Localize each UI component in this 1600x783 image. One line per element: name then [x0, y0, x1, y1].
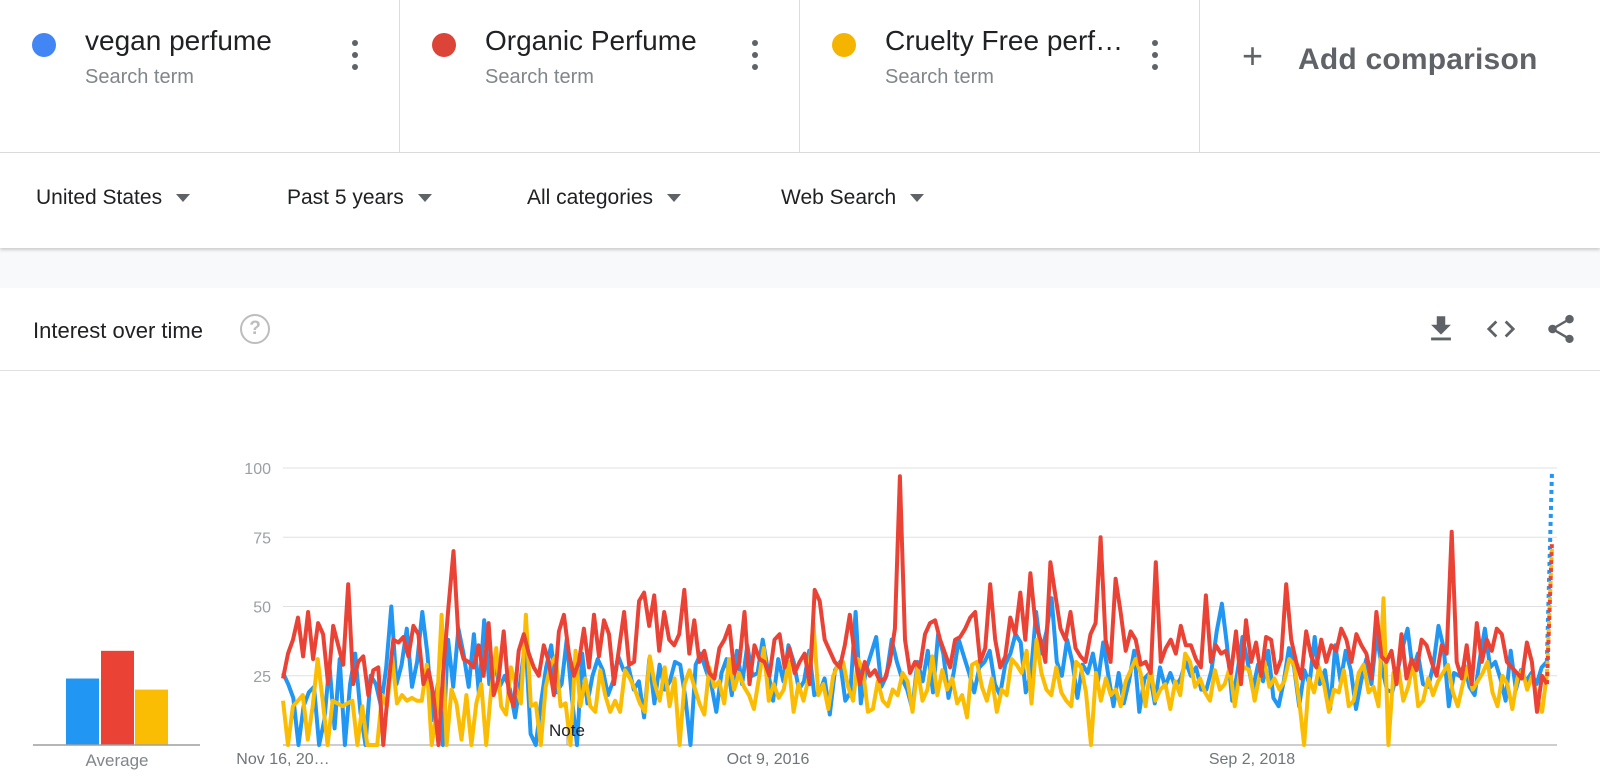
- term-name[interactable]: Organic Perfume: [485, 25, 697, 56]
- term-card-organic-perfume[interactable]: Organic Perfume Search term: [400, 0, 800, 153]
- filter-bar: United States Past 5 years All categorie…: [0, 153, 1600, 248]
- term-name[interactable]: vegan perfume: [85, 25, 272, 56]
- term-type: Search term: [485, 66, 594, 88]
- code-icon[interactable]: [1484, 312, 1518, 346]
- card-title: Interest over time: [33, 318, 203, 343]
- series-color-dot: [832, 33, 856, 57]
- more-vert-icon[interactable]: [1145, 40, 1165, 70]
- average-bar-vegan-perfume: [66, 678, 99, 745]
- region-dropdown[interactable]: United States: [36, 186, 191, 210]
- average-bars: Average: [33, 650, 200, 770]
- more-vert-icon[interactable]: [745, 40, 765, 70]
- y-tick-label: 25: [253, 669, 271, 686]
- more-vert-icon[interactable]: [345, 40, 365, 70]
- x-tick-label: Nov 16, 20…: [236, 751, 329, 768]
- series-color-dot: [32, 33, 56, 57]
- region-label: United States: [36, 186, 163, 209]
- term-type: Search term: [85, 66, 194, 88]
- x-tick-label: Sep 2, 2018: [1209, 751, 1295, 768]
- average-label: Average: [85, 751, 148, 770]
- time-range-dropdown[interactable]: Past 5 years: [287, 186, 432, 210]
- term-card-cruelty-free-perfume[interactable]: Cruelty Free perf… Search term: [800, 0, 1200, 153]
- caret-down-icon: [417, 194, 432, 202]
- section-gap: [0, 248, 1600, 288]
- term-name[interactable]: Cruelty Free perf…: [885, 25, 1124, 56]
- search-type-label: Web Search: [781, 186, 897, 209]
- term-type: Search term: [885, 66, 994, 88]
- chart-grid: [283, 467, 1557, 746]
- share-icon[interactable]: [1544, 312, 1578, 346]
- average-bar-organic-perfume: [101, 650, 134, 745]
- category-dropdown[interactable]: All categories: [527, 186, 682, 210]
- caret-down-icon: [176, 194, 191, 202]
- chart-labels: 25 50 75 100 Nov 16, 20… Oct 9, 2016 Sep 2, 20…: [236, 461, 1295, 768]
- chart-series: [281, 470, 1554, 747]
- interest-chart: Average 25 50 75 100 Nov 16, 20… Oct 9, 2016 S…: [33, 461, 1557, 770]
- caret-down-icon: [910, 194, 925, 202]
- partial-data-segment: [1544, 539, 1554, 685]
- interest-over-time-header: Interest over time ?: [0, 288, 1600, 371]
- comparison-bar: vegan perfume Search term Organic Perfum…: [0, 0, 1600, 153]
- help-circle-icon[interactable]: ?: [240, 314, 270, 344]
- time-range-label: Past 5 years: [287, 186, 404, 209]
- series-line-organic-perfume: [281, 474, 1549, 747]
- y-tick-label: 50: [253, 600, 271, 617]
- note-label: Note: [549, 721, 585, 740]
- y-tick-label: 75: [253, 530, 271, 547]
- add-comparison-label: Add comparison: [1298, 43, 1538, 76]
- caret-down-icon: [667, 194, 682, 202]
- search-type-dropdown[interactable]: Web Search: [781, 186, 925, 210]
- term-card-vegan-perfume[interactable]: vegan perfume Search term: [0, 0, 400, 153]
- y-tick-label: 100: [244, 461, 271, 478]
- download-icon[interactable]: [1424, 312, 1458, 346]
- partial-data-segment: [1545, 545, 1554, 674]
- series-color-dot: [432, 33, 456, 57]
- plus-icon: +: [1242, 35, 1264, 76]
- add-comparison-button[interactable]: + Add comparison: [1200, 0, 1600, 153]
- average-bar-cruelty-free-perfume: [135, 689, 168, 745]
- x-tick-label: Oct 9, 2016: [727, 751, 810, 768]
- category-label: All categories: [527, 186, 654, 209]
